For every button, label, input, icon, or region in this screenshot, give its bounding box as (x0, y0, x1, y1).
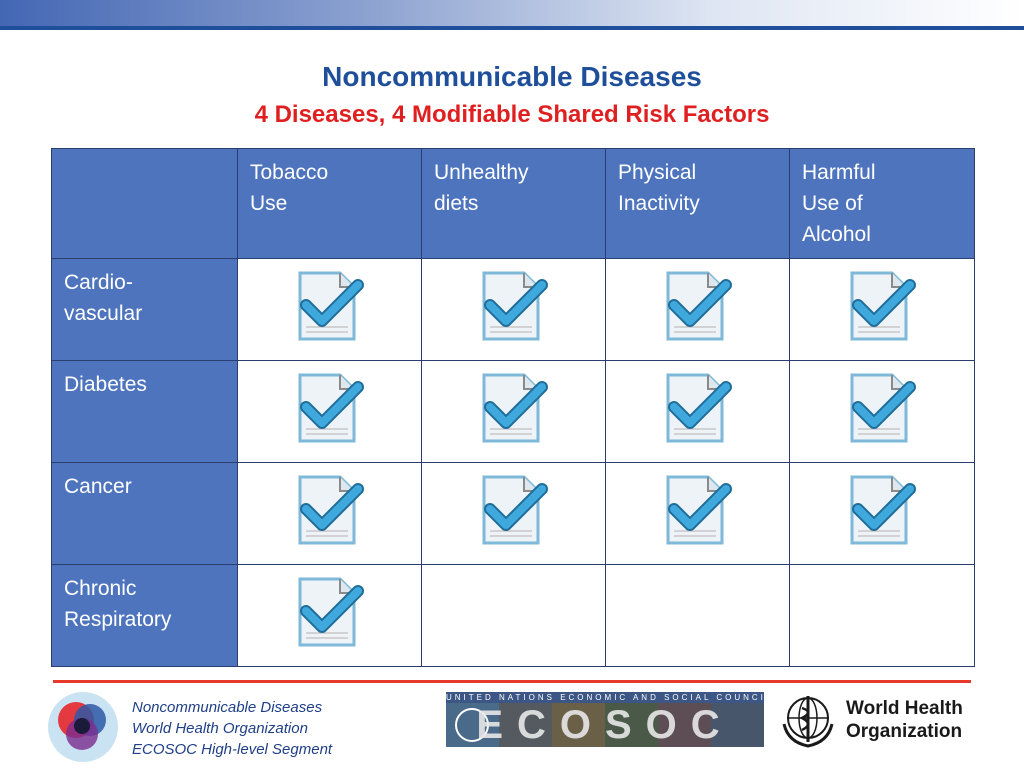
document-checkmark-icon (294, 573, 366, 649)
column-header-unhealthy-diets: Unhealthy diets (421, 148, 606, 259)
table-row: Diabetes (51, 360, 975, 463)
document-checkmark-icon (294, 369, 366, 445)
column-header-line: Use of (802, 192, 863, 215)
table-row: Cancer (51, 462, 975, 565)
column-header-line: Unhealthy (434, 161, 529, 184)
ecosoc-wordmark: ECOSOC (476, 703, 734, 747)
check-cell (605, 462, 790, 565)
check-cell (605, 258, 790, 361)
check-cell (789, 360, 975, 463)
ecosoc-banner-caption: UNITED NATIONS ECONOMIC AND SOCIAL COUNC… (446, 692, 764, 703)
column-header-line: Tobacco (250, 161, 329, 184)
row-header-line: Respiratory (64, 608, 172, 631)
ncd-logo (48, 692, 118, 762)
check-cell (237, 360, 422, 463)
document-checkmark-icon (662, 471, 734, 547)
row-header-line: Cancer (64, 475, 132, 498)
row-header-line: Chronic (64, 577, 137, 600)
footer-rule (53, 680, 971, 683)
document-checkmark-icon (662, 267, 734, 343)
row-header-line: vascular (64, 302, 143, 325)
top-rule (0, 26, 1024, 30)
risk-factor-table: Tobacco Use Unhealthy diets Physical Ina… (51, 148, 975, 667)
check-cell (789, 564, 975, 667)
check-cell (605, 360, 790, 463)
document-checkmark-icon (294, 471, 366, 547)
column-header-line: diets (434, 192, 479, 215)
table-row: Cardio- vascular (51, 258, 975, 361)
footer-line-ecosoc: ECOSOC High-level Segment (132, 741, 333, 758)
document-checkmark-icon (478, 267, 550, 343)
check-cell (237, 564, 422, 667)
column-header-line: Physical (618, 161, 697, 184)
column-header-line: Alcohol (802, 223, 871, 246)
document-checkmark-icon (846, 471, 918, 547)
top-gradient-band (0, 0, 1024, 26)
table-corner-cell (51, 148, 238, 259)
check-cell (421, 258, 606, 361)
check-cell (237, 462, 422, 565)
row-header-chronic-respiratory: Chronic Respiratory (51, 564, 238, 667)
column-header-harmful-alcohol: Harmful Use of Alcohol (789, 148, 975, 259)
column-header-tobacco-use: Tobacco Use (237, 148, 422, 259)
ecosoc-banner: UNITED NATIONS ECONOMIC AND SOCIAL COUNC… (446, 692, 764, 747)
check-cell (605, 564, 790, 667)
row-header-cardiovascular: Cardio- vascular (51, 258, 238, 361)
column-header-line: Harmful (802, 161, 876, 184)
ecosoc-photo-strip (446, 703, 764, 747)
document-checkmark-icon (846, 369, 918, 445)
page-title: Noncommunicable Diseases (322, 61, 702, 92)
document-checkmark-icon (662, 369, 734, 445)
check-cell (789, 462, 975, 565)
check-cell (421, 360, 606, 463)
check-cell (237, 258, 422, 361)
table-header-row: Tobacco Use Unhealthy diets Physical Ina… (51, 148, 975, 259)
who-emblem-icon (782, 696, 834, 748)
check-cell (789, 258, 975, 361)
row-header-line: Diabetes (64, 373, 147, 396)
row-header-line: Cardio- (64, 271, 133, 294)
footer-line-who: World Health Organization (132, 720, 308, 737)
document-checkmark-icon (478, 471, 550, 547)
document-checkmark-icon (478, 369, 550, 445)
footer-line-ncd: Noncommunicable Diseases (132, 699, 323, 716)
document-checkmark-icon (846, 267, 918, 343)
footer-text: Noncommunicable Diseases World Health Or… (132, 697, 332, 760)
document-checkmark-icon (294, 267, 366, 343)
who-wordmark-line2: Organization (846, 721, 963, 742)
column-header-line: Inactivity (618, 192, 700, 215)
row-header-diabetes: Diabetes (51, 360, 238, 463)
who-wordmark-line1: World Health (846, 698, 963, 719)
check-cell (421, 462, 606, 565)
table-row: Chronic Respiratory (51, 564, 975, 667)
who-wordmark: World Health Organization (846, 697, 963, 743)
row-header-cancer: Cancer (51, 462, 238, 565)
check-cell (421, 564, 606, 667)
column-header-line: Use (250, 192, 288, 215)
page-subtitle: 4 Diseases, 4 Modifiable Shared Risk Fac… (254, 101, 770, 128)
column-header-physical-inactivity: Physical Inactivity (605, 148, 790, 259)
